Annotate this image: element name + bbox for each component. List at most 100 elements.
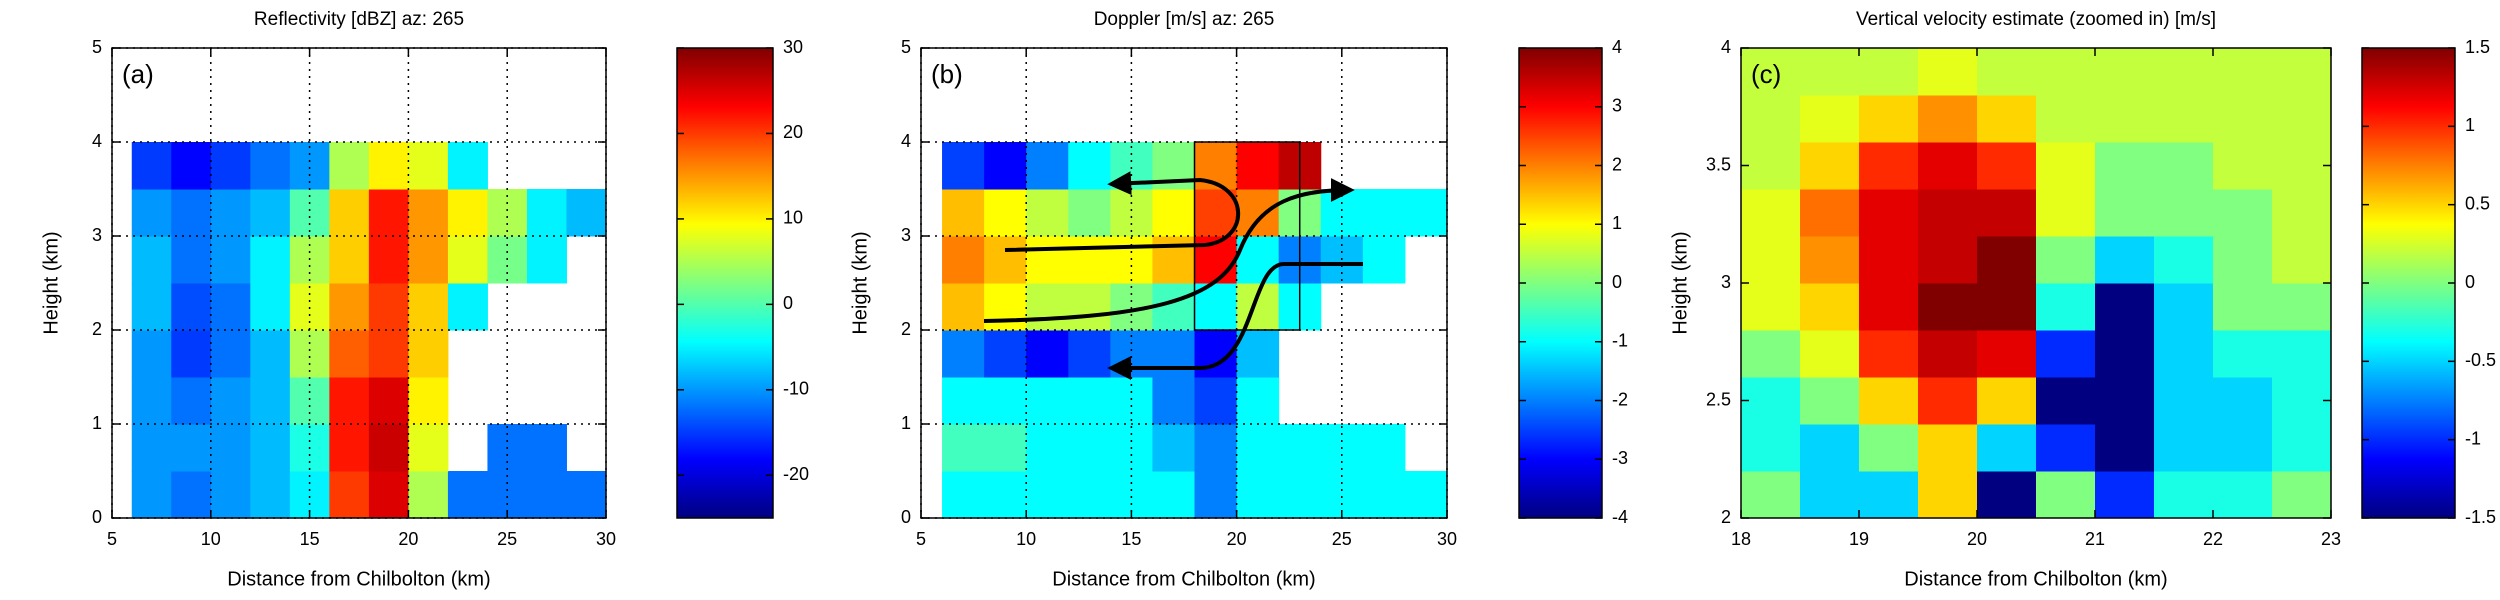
x-tick-label: 20 <box>398 529 418 549</box>
x-tick-label: 25 <box>1332 529 1352 549</box>
heatmap-cell <box>171 236 212 284</box>
heatmap-cell <box>1068 142 1111 190</box>
heatmap-cell <box>1918 283 1978 331</box>
heatmap-cell <box>1026 377 1069 425</box>
y-tick-label: 1 <box>92 413 102 433</box>
heatmap-cell <box>1362 424 1406 472</box>
heatmap-cell <box>1918 377 1978 425</box>
heatmap-cell <box>2154 377 2214 425</box>
heatmap-cell <box>566 189 607 237</box>
colorbar-tick-label: 1 <box>2465 115 2475 135</box>
heatmap-cell <box>2272 424 2332 472</box>
x-axis-label: Distance from Chilbolton (km) <box>1904 568 2167 590</box>
heatmap-cell <box>1918 48 1978 96</box>
heatmap-cell <box>1026 283 1069 331</box>
colorbar-tick-label: 30 <box>783 37 803 57</box>
heatmap-cell <box>131 471 172 519</box>
panel-label: (b) <box>931 59 963 89</box>
heatmap-cell <box>984 236 1027 284</box>
heatmap-cell <box>2095 142 2155 190</box>
chart-title: Doppler [m/s] az: 265 <box>1094 9 1275 30</box>
heatmap-cell <box>329 330 370 378</box>
heatmap-cell <box>984 330 1027 378</box>
y-tick-label: 3 <box>92 225 102 245</box>
heatmap-cell <box>1800 189 1860 237</box>
heatmap-cell <box>329 236 370 284</box>
heatmap-cell <box>2036 236 2096 284</box>
heatmap-cell <box>289 283 330 331</box>
annotation-box <box>1193 141 1301 331</box>
y-tick-label: 0 <box>92 507 102 527</box>
heatmap-cell <box>942 424 985 472</box>
heatmap-cell <box>2095 95 2155 143</box>
x-tick-label: 22 <box>2203 529 2223 549</box>
y-tick-label: 2 <box>901 319 911 339</box>
heatmap-cell <box>1278 471 1322 519</box>
heatmap-cell <box>2272 330 2332 378</box>
heatmap-cell <box>210 424 251 472</box>
x-tick-label: 19 <box>1849 529 1869 549</box>
heatmap-cell <box>2095 283 2155 331</box>
heatmap-cell <box>210 471 251 519</box>
heatmap-cell <box>329 142 370 190</box>
heatmap-cell <box>2213 142 2273 190</box>
heatmap-cell <box>408 471 449 519</box>
colorbar-tick-label: 1 <box>1612 213 1622 233</box>
y-tick-label: 1 <box>901 413 911 433</box>
x-tick-label: 21 <box>2085 529 2105 549</box>
heatmap-cell <box>1859 48 1919 96</box>
flow-arrow <box>1107 262 1363 380</box>
heatmap-cell <box>210 142 251 190</box>
colorbar-tick-label: -1 <box>2465 428 2481 448</box>
heatmap-cell <box>2036 48 2096 96</box>
heatmap-cell <box>171 189 212 237</box>
heatmap-cell <box>1800 471 1860 519</box>
colorbar-tick-label: -0.5 <box>2465 350 2496 370</box>
heatmap-cell <box>1026 330 1069 378</box>
heatmap-cell <box>1068 330 1111 378</box>
y-tick-label: 5 <box>901 37 911 57</box>
heatmap-cell <box>1859 283 1919 331</box>
heatmap <box>131 142 607 519</box>
heatmap-cell <box>2036 330 2096 378</box>
heatmap-cell <box>1236 471 1280 519</box>
heatmap-cell <box>1194 471 1238 519</box>
y-axis-label: Height (km) <box>40 231 62 334</box>
x-tick-label: 20 <box>1967 529 1987 549</box>
heatmap-cell <box>1800 236 1860 284</box>
colorbar-tick-label: 3 <box>1612 96 1622 116</box>
heatmap-cell <box>2036 377 2096 425</box>
y-tick-label: 3 <box>1721 272 1731 292</box>
colorbar-tick-label: -2 <box>1612 389 1628 409</box>
heatmap-cell <box>2154 189 2214 237</box>
heatmap-cell <box>942 236 985 284</box>
y-axis-label: Height (km) <box>849 231 871 334</box>
flow-arrow <box>983 178 1355 323</box>
heatmap-cell <box>2154 330 2214 378</box>
heatmap-cell <box>1152 189 1196 237</box>
colorbar <box>2361 47 2456 519</box>
heatmap-cell <box>1859 95 1919 143</box>
heatmap-cell <box>1918 471 1978 519</box>
heatmap-cell <box>2036 142 2096 190</box>
plot-frame <box>111 47 607 519</box>
heatmap-cell <box>2154 48 2214 96</box>
heatmap-cell <box>1068 189 1111 237</box>
heatmap-cell <box>447 189 488 237</box>
heatmap-cell <box>1977 95 2037 143</box>
heatmap-cell <box>1741 330 1801 378</box>
heatmap-cell <box>408 283 449 331</box>
x-tick-label: 15 <box>1121 529 1141 549</box>
x-tick-label: 25 <box>497 529 517 549</box>
heatmap-cell <box>1278 424 1322 472</box>
colorbar-tick-label: -1 <box>1612 331 1628 351</box>
heatmap-cell <box>2095 424 2155 472</box>
heatmap-cell <box>408 189 449 237</box>
heatmap-cell <box>447 142 488 190</box>
heatmap-cell <box>368 424 409 472</box>
heatmap-cell <box>984 142 1027 190</box>
heatmap-cell <box>2272 95 2332 143</box>
y-tick-label: 2.5 <box>1706 389 1731 409</box>
heatmap-cell <box>171 142 212 190</box>
heatmap-cell <box>2095 471 2155 519</box>
